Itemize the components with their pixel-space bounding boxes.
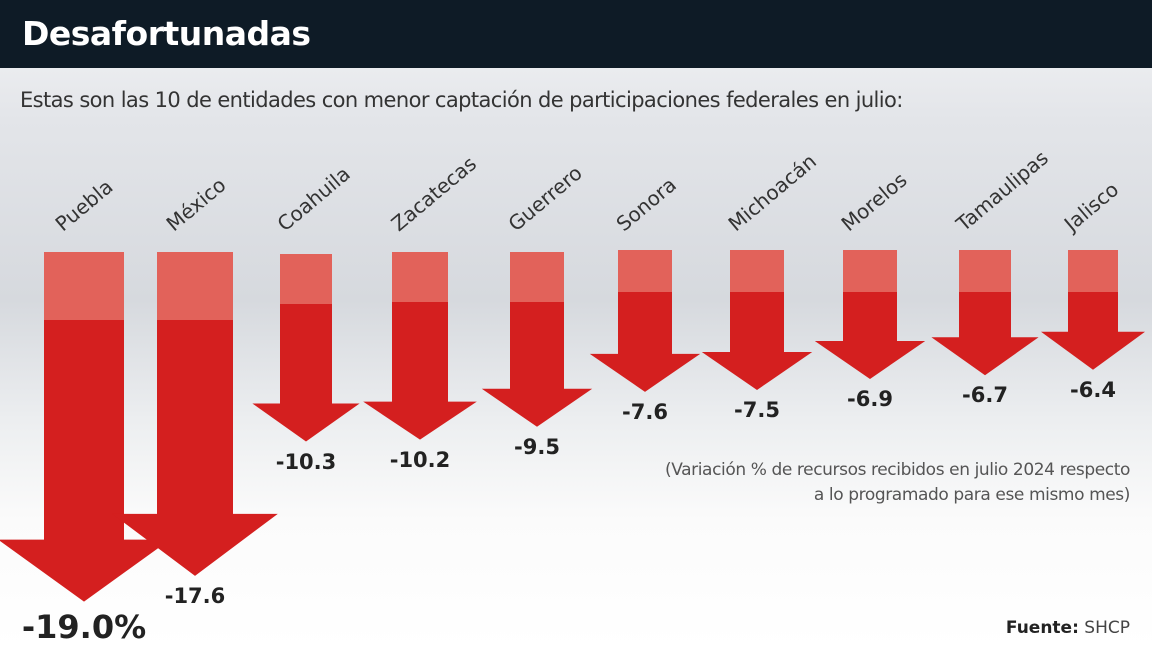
source-label: Fuente: xyxy=(1005,618,1079,638)
value-label: -9.5 xyxy=(514,434,560,459)
subtitle: Estas son las 10 de entidades con menor … xyxy=(20,88,903,112)
arrow-shape xyxy=(814,250,926,379)
value-label: -7.6 xyxy=(622,399,668,424)
header-band: Desafortunadas xyxy=(0,0,1152,68)
arrow-shape xyxy=(112,252,278,576)
value-label: -6.7 xyxy=(962,383,1008,408)
source-credit: Fuente: SHCP xyxy=(1006,618,1130,638)
arrow-top-band xyxy=(280,254,332,304)
value-label: -6.9 xyxy=(847,386,893,411)
arrow-top-band xyxy=(843,250,897,292)
value-label: -7.5 xyxy=(734,398,780,422)
value-label: -6.4 xyxy=(1070,377,1116,402)
arrow-mark-morelos xyxy=(814,250,926,379)
arrow-mark-michoacán xyxy=(701,250,813,390)
arrow-top-band xyxy=(44,252,124,320)
value-label: -10.3 xyxy=(275,449,337,474)
arrow-shape xyxy=(481,252,593,427)
page-title: Desafortunadas xyxy=(22,14,311,53)
arrow-mark-guerrero xyxy=(481,252,593,427)
arrow-mark-puebla xyxy=(0,252,170,602)
chart-note: (Variación % de recursos recibidos en ju… xyxy=(664,460,1130,505)
arrow-shape xyxy=(931,250,1039,376)
arrow-shape xyxy=(589,250,701,392)
arrow-shape xyxy=(1041,250,1145,370)
value-label: -10.2 xyxy=(389,447,451,472)
arrow-mark-méxico xyxy=(112,252,278,576)
value-label: -17.6 xyxy=(164,583,226,608)
arrow-top-band xyxy=(510,252,564,302)
arrow-top-band xyxy=(730,250,784,292)
arrow-top-band xyxy=(392,252,448,302)
arrow-mark-sonora xyxy=(589,250,701,392)
arrow-mark-tamaulipas xyxy=(931,250,1039,376)
source-value: SHCP xyxy=(1084,618,1130,638)
arrow-shape xyxy=(0,252,170,602)
arrow-top-band xyxy=(1068,250,1118,292)
arrow-shape xyxy=(363,252,477,440)
value-label: -19.0% xyxy=(21,607,147,646)
arrow-top-band xyxy=(959,250,1011,292)
arrow-mark-coahuila xyxy=(252,254,360,442)
arrow-top-band xyxy=(157,252,233,320)
arrow-mark-jalisco xyxy=(1041,250,1145,370)
arrow-shape xyxy=(252,254,360,442)
arrow-top-band xyxy=(618,250,672,292)
arrow-shape xyxy=(701,250,813,390)
arrow-mark-zacatecas xyxy=(363,252,477,440)
